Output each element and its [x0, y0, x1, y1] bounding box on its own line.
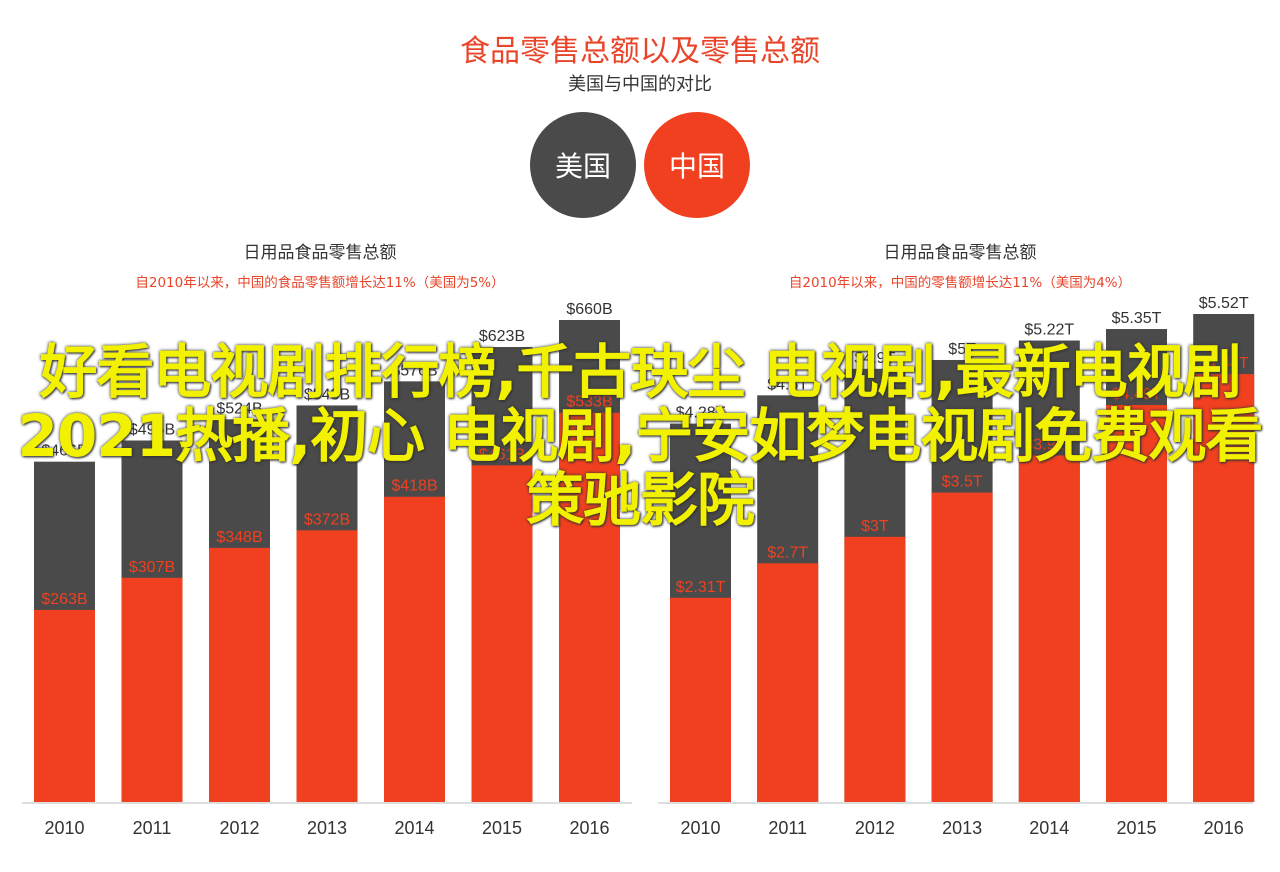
- bar-cn: [121, 577, 183, 802]
- data-label-cn: $348B: [216, 529, 262, 546]
- data-label-cn: $3.92T: [1024, 436, 1074, 453]
- bar-cn: [1193, 374, 1255, 802]
- bar-cn: [34, 609, 95, 802]
- overlay-watermark-text: 好看电视剧排行榜,千古玦尘 电视剧,最新电视剧2021热播,初心 电视剧,宁安如…: [17, 338, 1264, 534]
- data-label-cn: $2.31T: [676, 579, 726, 596]
- data-label-cn: $3T: [861, 518, 889, 535]
- data-label-cn: $372B: [304, 511, 350, 528]
- bar-cn: [931, 492, 993, 802]
- bar-cn: [757, 563, 819, 802]
- data-label-cn: $461B: [479, 446, 525, 463]
- data-label-cn: $4.84T: [1199, 355, 1249, 372]
- legend-cn-circle: 中国: [644, 112, 750, 218]
- panel-title: 日用品食品零售总额: [884, 243, 1037, 263]
- data-label-us: $4.6T: [767, 376, 808, 393]
- bar-cn: [559, 412, 620, 802]
- legend-us-circle: 美国: [530, 112, 636, 218]
- bar-cn: [1106, 405, 1167, 802]
- panel-subtitle: 自2010年以来，中国的零售额增长达11%（美国为4%）: [789, 275, 1131, 291]
- data-label-cn: $533B: [566, 394, 612, 411]
- data-label-cn: $263B: [41, 591, 87, 608]
- x-tick-label: 2015: [482, 818, 522, 838]
- data-label-cn: $2.7T: [767, 544, 808, 561]
- x-tick-label: 2014: [394, 818, 434, 838]
- data-label-us: $660B: [566, 301, 612, 318]
- data-label-cn: $3.5T: [942, 474, 983, 491]
- chart-title: 食品零售总额以及零售总额: [460, 34, 820, 69]
- data-label-us: $5.22T: [1024, 322, 1074, 339]
- panel-subtitle: 自2010年以来，中国的食品零售额增长达11%（美国为5%）: [135, 274, 504, 291]
- bar-cn: [844, 536, 906, 802]
- bar-cn: [471, 465, 533, 802]
- x-tick-label: 2012: [219, 818, 259, 838]
- data-label-cn: $307B: [129, 559, 175, 576]
- x-tick-label: 2014: [1029, 818, 1069, 838]
- data-label-us: $576B: [391, 362, 437, 379]
- data-label-us: $5.52T: [1199, 295, 1249, 312]
- x-tick-label: 2015: [1116, 818, 1156, 838]
- data-label-us: $623B: [479, 328, 525, 345]
- data-label-cn: $4.49T: [1112, 386, 1162, 403]
- data-label-us: $543B: [304, 386, 350, 403]
- x-tick-label: 2013: [942, 818, 982, 838]
- x-tick-label: 2010: [680, 818, 720, 838]
- x-tick-label: 2016: [1204, 818, 1244, 838]
- data-label-cn: $418B: [391, 478, 437, 495]
- data-label-us: $4.28T: [676, 405, 726, 422]
- data-label-us: $495B: [129, 422, 175, 439]
- data-label-us: $466B: [41, 443, 87, 460]
- x-tick-label: 2013: [307, 818, 347, 838]
- bar-cn: [1018, 455, 1080, 802]
- data-label-us: $4.9T: [854, 350, 895, 367]
- data-label-us: $524B: [216, 400, 262, 417]
- x-tick-label: 2016: [569, 818, 609, 838]
- data-label-us: $5T: [948, 341, 976, 358]
- bar-cn: [384, 496, 445, 802]
- data-label-us: $5.35T: [1112, 310, 1162, 327]
- chart-subtitle: 美国与中国的对比: [568, 74, 712, 95]
- x-tick-label: 2011: [133, 818, 172, 838]
- panel-title: 日用品食品零售总额: [244, 243, 397, 263]
- x-tick-label: 2010: [44, 818, 84, 838]
- x-tick-label: 2012: [855, 818, 895, 838]
- x-tick-label: 2011: [768, 818, 807, 838]
- bar-cn: [670, 597, 731, 802]
- bar-cn: [209, 547, 270, 802]
- bar-cn: [296, 530, 358, 802]
